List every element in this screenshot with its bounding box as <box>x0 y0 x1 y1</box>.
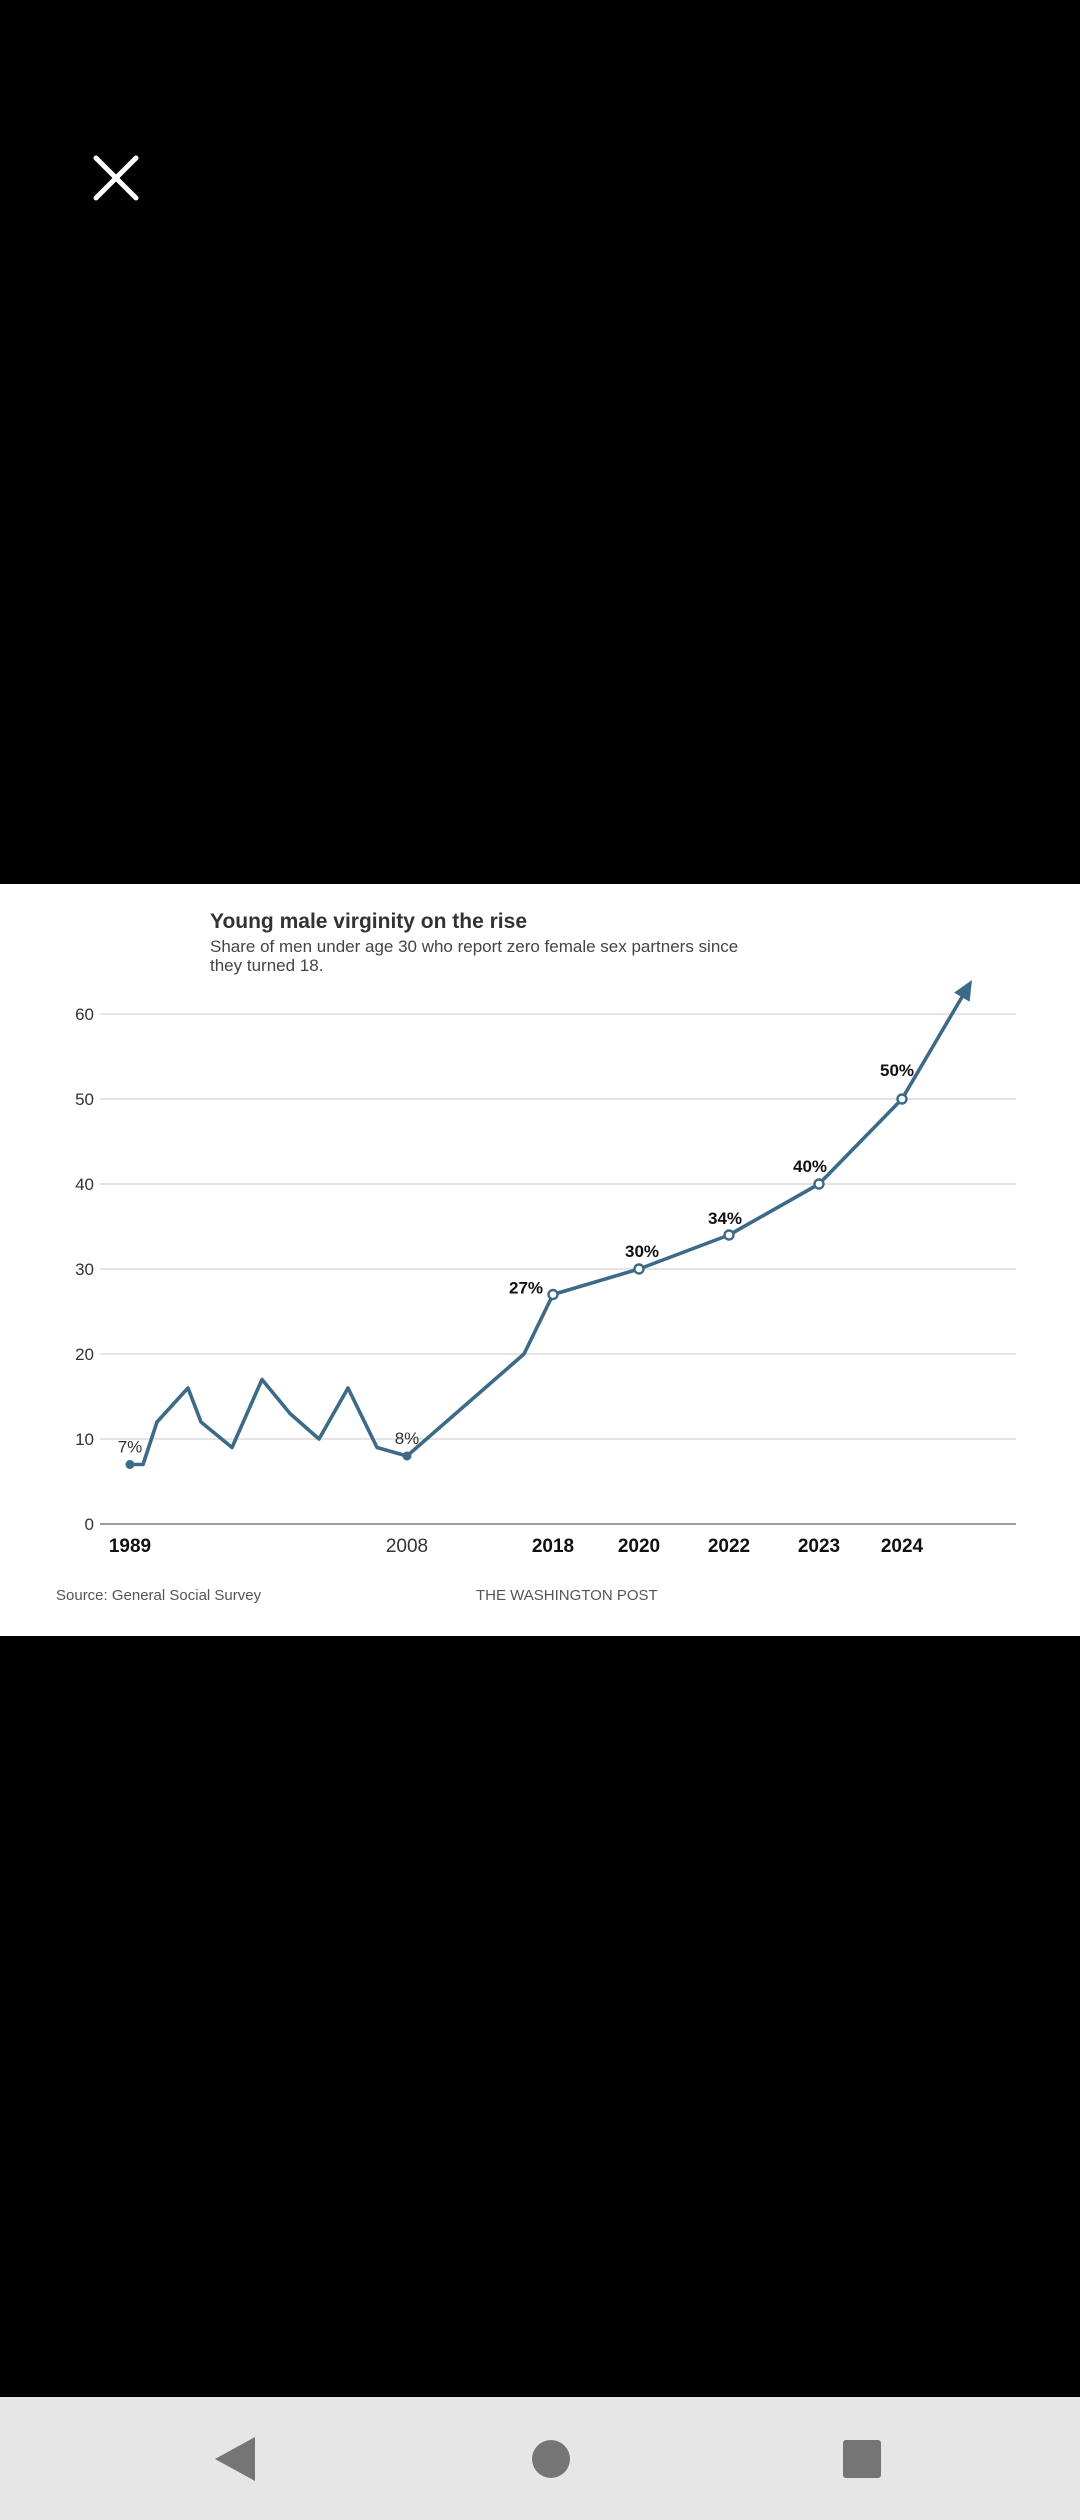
data-label: 8% <box>395 1429 420 1448</box>
y-tick-label: 20 <box>75 1345 94 1364</box>
data-point-marker <box>547 1288 559 1301</box>
y-tick-label: 50 <box>75 1090 94 1109</box>
home-circle-icon <box>532 2440 570 2478</box>
trend-arrow-line <box>900 995 964 1101</box>
x-tick-label: 1989 <box>109 1536 151 1557</box>
series-line <box>130 1097 904 1467</box>
x-tick-label: 2023 <box>798 1536 840 1557</box>
chart-image: Young male virginity on the rise Share o… <box>0 884 1080 1636</box>
chart-title: Young male virginity on the rise <box>210 910 527 933</box>
data-label: 7% <box>118 1438 143 1457</box>
data-label: 34% <box>708 1209 742 1228</box>
data-point-marker <box>633 1263 645 1275</box>
chart-source: Source: General Social Survey <box>56 1587 262 1604</box>
data-label: 30% <box>625 1242 659 1261</box>
data-point-marker <box>402 1451 412 1461</box>
y-tick-label: 0 <box>85 1515 94 1534</box>
x-tick-label: 2008 <box>386 1536 428 1557</box>
navigation-bar <box>0 2397 1080 2520</box>
chart-subtitle-line-1: Share of men under age 30 who report zer… <box>210 937 738 956</box>
data-point-marker <box>125 1460 135 1469</box>
y-tick-label: 30 <box>75 1260 94 1279</box>
y-tick-label: 60 <box>75 1005 94 1024</box>
back-button[interactable] <box>209 2433 261 2485</box>
x-tick-label: 2022 <box>708 1536 750 1557</box>
home-button[interactable] <box>525 2433 577 2485</box>
data-point-marker <box>813 1178 825 1190</box>
data-point-marker <box>723 1229 735 1241</box>
chart-subtitle-line-2: they turned 18. <box>210 956 323 975</box>
x-tick-label: 2024 <box>881 1536 924 1557</box>
x-tick-label: 2020 <box>618 1536 660 1557</box>
close-icon <box>93 155 139 201</box>
chart-credit: THE WASHINGTON POST <box>476 1587 658 1604</box>
data-label: 27% <box>509 1279 543 1298</box>
recents-square-icon <box>843 2440 881 2478</box>
back-triangle-icon <box>215 2437 255 2481</box>
data-label: 40% <box>793 1157 827 1176</box>
x-tick-label: 2018 <box>532 1536 574 1557</box>
recents-button[interactable] <box>836 2433 888 2485</box>
y-tick-label: 40 <box>75 1175 94 1194</box>
trend-arrow-head <box>954 980 972 1002</box>
y-tick-label: 10 <box>75 1430 94 1449</box>
data-label: 50% <box>880 1061 914 1080</box>
line-chart: Young male virginity on the rise Share o… <box>56 910 1016 1604</box>
close-button[interactable] <box>92 154 140 202</box>
data-point-marker <box>896 1093 908 1105</box>
